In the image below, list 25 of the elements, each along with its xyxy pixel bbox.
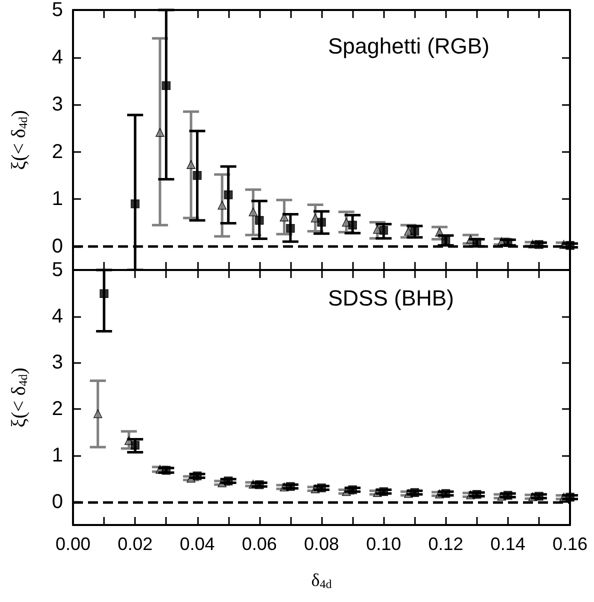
y-tick-label: 1 [52, 188, 63, 210]
x-tick-label: 0.06 [242, 534, 277, 554]
y-tick-label: 0 [52, 490, 63, 513]
annotation: SDSS (BHB) [328, 286, 454, 310]
y-tick-label: 0 [52, 235, 63, 258]
x-tick-label: 0.00 [55, 534, 91, 554]
x-tick-label: 0.10 [366, 534, 402, 554]
y-tick-label: 4 [52, 46, 63, 68]
y-tick-label: 5 [52, 0, 63, 21]
y-tick-label: 2 [52, 140, 63, 163]
y-tick-label: 3 [52, 94, 63, 116]
x-tick-label: 0.02 [118, 534, 153, 554]
x-tick-label: 0.12 [428, 534, 464, 554]
y-tick-label: 3 [52, 352, 63, 374]
x-tick-label: 0.14 [490, 534, 526, 554]
y-tick-label: 4 [52, 305, 63, 328]
y-tick-label: 5 [52, 259, 63, 281]
annotation: Spaghetti (RGB) [328, 34, 490, 58]
x-tick-label: 0.16 [552, 534, 588, 554]
y-axis-title: ξ(< δ4d) [8, 110, 30, 170]
y-axis-title: ξ(< δ4d) [8, 368, 30, 428]
x-tick-label: 0.08 [304, 534, 340, 554]
y-tick-label: 2 [52, 398, 63, 420]
y-tick-label: 1 [52, 444, 63, 466]
x-tick-label: 0.04 [180, 534, 215, 554]
